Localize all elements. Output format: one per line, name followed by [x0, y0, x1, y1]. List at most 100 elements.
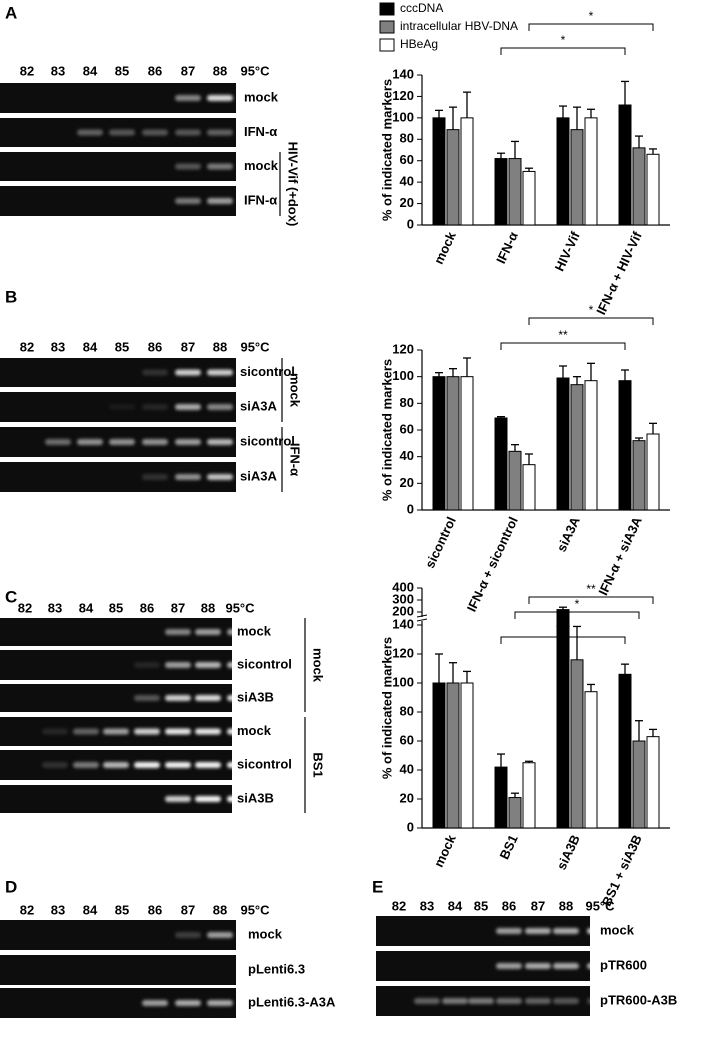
gel-band [42, 762, 68, 768]
gel-band [242, 404, 268, 410]
lane-label: 82 [20, 63, 34, 78]
gel-band [195, 796, 221, 802]
gel-band [242, 932, 268, 938]
significance-label: * [575, 597, 580, 611]
bar [446, 682, 460, 829]
y-tick-label: 40 [400, 174, 414, 189]
gel-band [242, 967, 268, 973]
y-axis-label: % of indicated markers [379, 359, 394, 501]
bar [584, 691, 598, 829]
lane-label: 85 [115, 902, 129, 917]
gel-band [175, 439, 201, 445]
gel-band [553, 963, 579, 969]
bar [446, 129, 460, 226]
lane-label: 84 [83, 339, 98, 354]
gel-image [0, 955, 236, 985]
lane-label: 86 [148, 902, 162, 917]
bar [556, 377, 570, 511]
gel-band [175, 404, 201, 410]
y-tick-label: 100 [392, 109, 414, 124]
y-tick-label: 60 [400, 421, 414, 436]
bar [460, 682, 474, 829]
significance-bracket [500, 47, 626, 55]
significance-label: * [589, 303, 594, 317]
bar [508, 450, 522, 511]
y-tick-label: 400 [392, 579, 414, 594]
y-tick-label: 60 [400, 152, 414, 167]
gel-image [0, 618, 232, 646]
lane-label: 88 [213, 63, 227, 78]
lane-label: 85 [474, 898, 488, 913]
gel-band [242, 163, 268, 170]
bar [494, 766, 508, 829]
group-label: BS1 [311, 752, 326, 777]
significance-bracket [500, 342, 626, 350]
y-tick-label: 80 [400, 703, 414, 718]
lane-label: 88 [201, 600, 215, 615]
lane-label: 87 [181, 902, 195, 917]
x-tick-label: IFN-α + HIV-Vif [593, 229, 645, 317]
y-tick-label: 120 [392, 341, 414, 356]
gel-image [0, 785, 232, 813]
bar [508, 158, 522, 226]
group-label: mock [311, 648, 326, 683]
lane-label: 85 [115, 339, 129, 354]
gel-band [175, 163, 201, 170]
bar [632, 147, 646, 226]
axis-break [417, 617, 427, 621]
lane-label: 83 [51, 339, 65, 354]
significance-bracket [514, 611, 640, 619]
bar [432, 117, 446, 226]
row-label: sicontrol [237, 756, 292, 771]
bar [646, 433, 660, 511]
legend-swatch [379, 20, 395, 34]
gel-band [175, 129, 201, 136]
bar [570, 129, 584, 226]
gel-band [134, 728, 160, 735]
significance-bracket [500, 636, 626, 644]
gel-band [195, 762, 221, 768]
lane-label: 83 [420, 898, 434, 913]
y-tick-label: 300 [392, 591, 414, 606]
lane-label: 86 [148, 339, 162, 354]
gel-band [175, 932, 201, 938]
significance-label: *** [556, 622, 570, 636]
gel-band [553, 998, 579, 1004]
gel-band [42, 728, 68, 735]
gel-band [227, 629, 253, 635]
y-tick-label: 140 [392, 66, 414, 81]
y-tick-label: 0 [407, 819, 414, 834]
gel-band [109, 404, 135, 410]
gel-band [207, 95, 233, 101]
bar [508, 797, 522, 829]
row-label: mock [248, 926, 283, 941]
y-tick-label: 200 [392, 603, 414, 618]
gel-band [142, 404, 168, 410]
gel-band [165, 728, 191, 735]
gel-band [175, 369, 201, 376]
lane-label: 85 [115, 63, 129, 78]
row-label: pTR600 [600, 957, 647, 972]
bar [432, 682, 446, 829]
lane-label: 87 [171, 600, 185, 615]
y-tick-label: 140 [392, 616, 414, 631]
bar [570, 384, 584, 511]
y-tick-label: 80 [400, 395, 414, 410]
gel-band [165, 796, 191, 802]
bar [646, 153, 660, 226]
x-tick-label: BS1 [497, 832, 521, 861]
gel-band [587, 963, 613, 969]
gel-band [525, 928, 551, 934]
panel-letter: D [5, 877, 17, 896]
y-tick-label: 100 [392, 368, 414, 383]
gel-band [142, 129, 168, 136]
lane-label: 84 [448, 898, 463, 913]
lane-label: 86 [502, 898, 516, 913]
lane-label: 83 [51, 902, 65, 917]
y-axis-label: % of indicated markers [379, 79, 394, 221]
y-axis-label: % of indicated markers [379, 637, 394, 779]
legend-swatch [379, 2, 395, 16]
group-label: IFN-α [288, 443, 303, 476]
gel-band [207, 369, 233, 376]
